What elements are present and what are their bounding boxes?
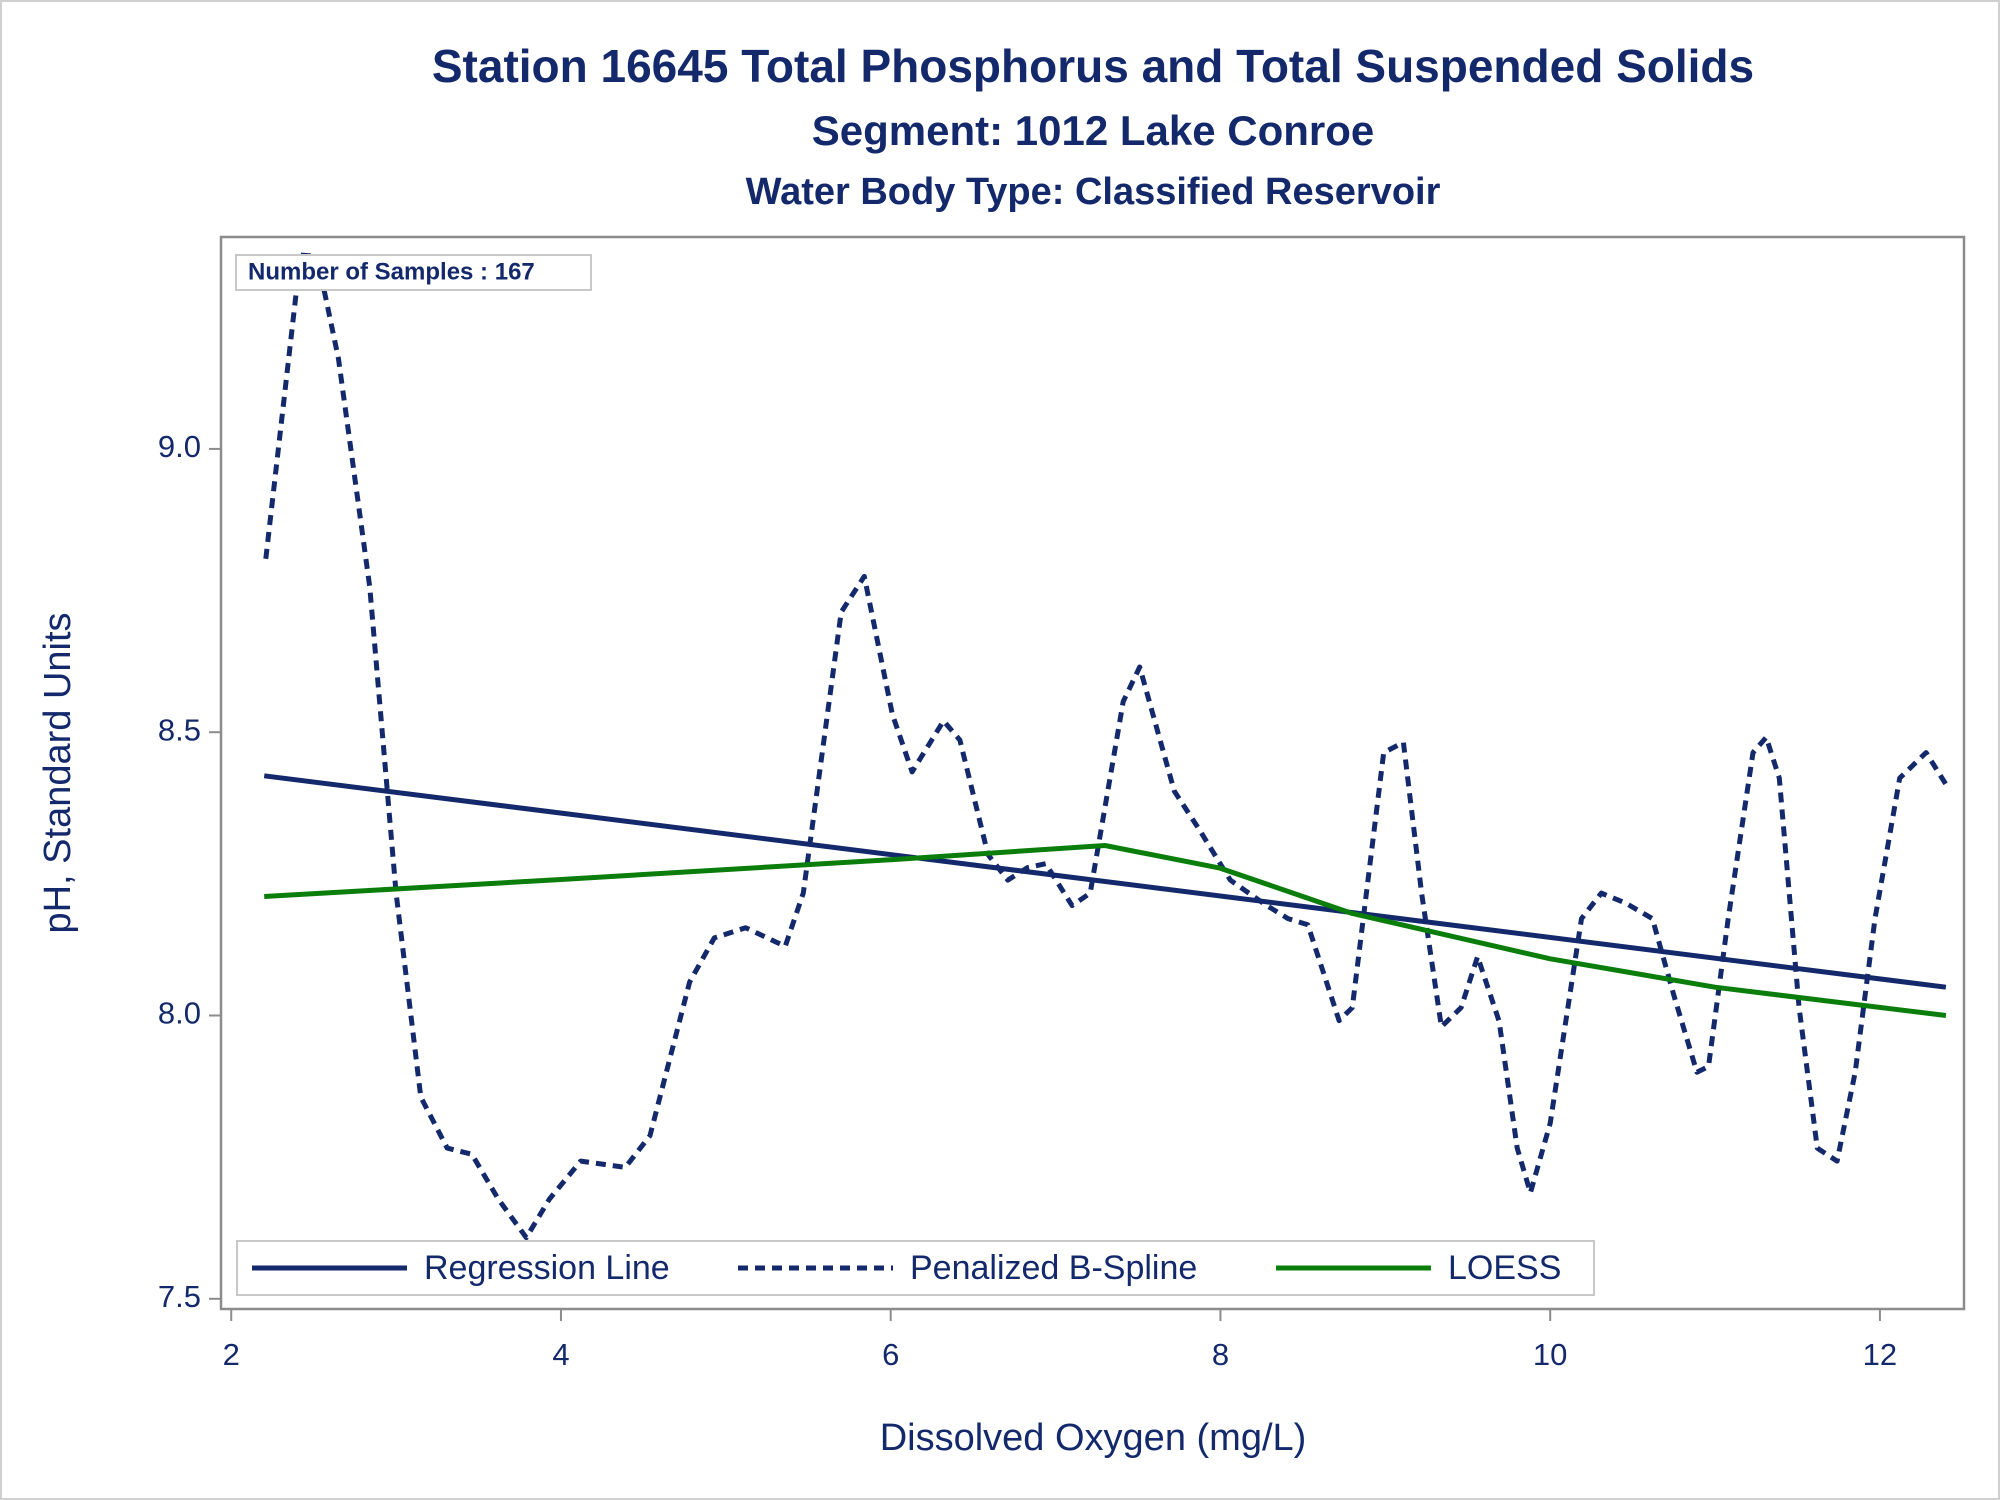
y-tick-label: 8.0 bbox=[158, 996, 201, 1031]
legend-label: LOESS bbox=[1448, 1249, 1561, 1287]
annotation-box bbox=[235, 254, 592, 291]
chart-title: Station 16645 Total Phosphorus and Total… bbox=[432, 40, 1754, 92]
annotation: Number of Samples : 167 bbox=[248, 258, 535, 285]
x-tick-label: 10 bbox=[1533, 1337, 1567, 1372]
y-tick-label: 8.5 bbox=[158, 712, 201, 747]
x-tick-label: 4 bbox=[552, 1337, 569, 1372]
x-axis-label: Dissolved Oxygen (mg/L) bbox=[880, 1417, 1307, 1459]
legend-label: Penalized B-Spline bbox=[910, 1249, 1197, 1287]
y-axis-label: pH, Standard Units bbox=[37, 612, 79, 933]
x-tick-label: 12 bbox=[1863, 1337, 1897, 1372]
series-line bbox=[263, 252, 1949, 1241]
x-tick-label: 6 bbox=[882, 1337, 899, 1372]
plot-frame bbox=[219, 235, 1966, 1311]
legend-label: Regression Line bbox=[424, 1249, 670, 1287]
chart-subtitle: Water Body Type: Classified Reservoir bbox=[746, 171, 1441, 213]
y-tick-label: 7.5 bbox=[158, 1279, 201, 1314]
chart-subtitle: Segment: 1012 Lake Conroe bbox=[812, 107, 1375, 154]
series-line bbox=[263, 773, 1947, 990]
x-tick-label: 8 bbox=[1212, 1337, 1229, 1372]
x-tick-label: 2 bbox=[223, 1337, 240, 1372]
series-line bbox=[264, 843, 1947, 1018]
y-tick-label: 9.0 bbox=[158, 429, 201, 464]
